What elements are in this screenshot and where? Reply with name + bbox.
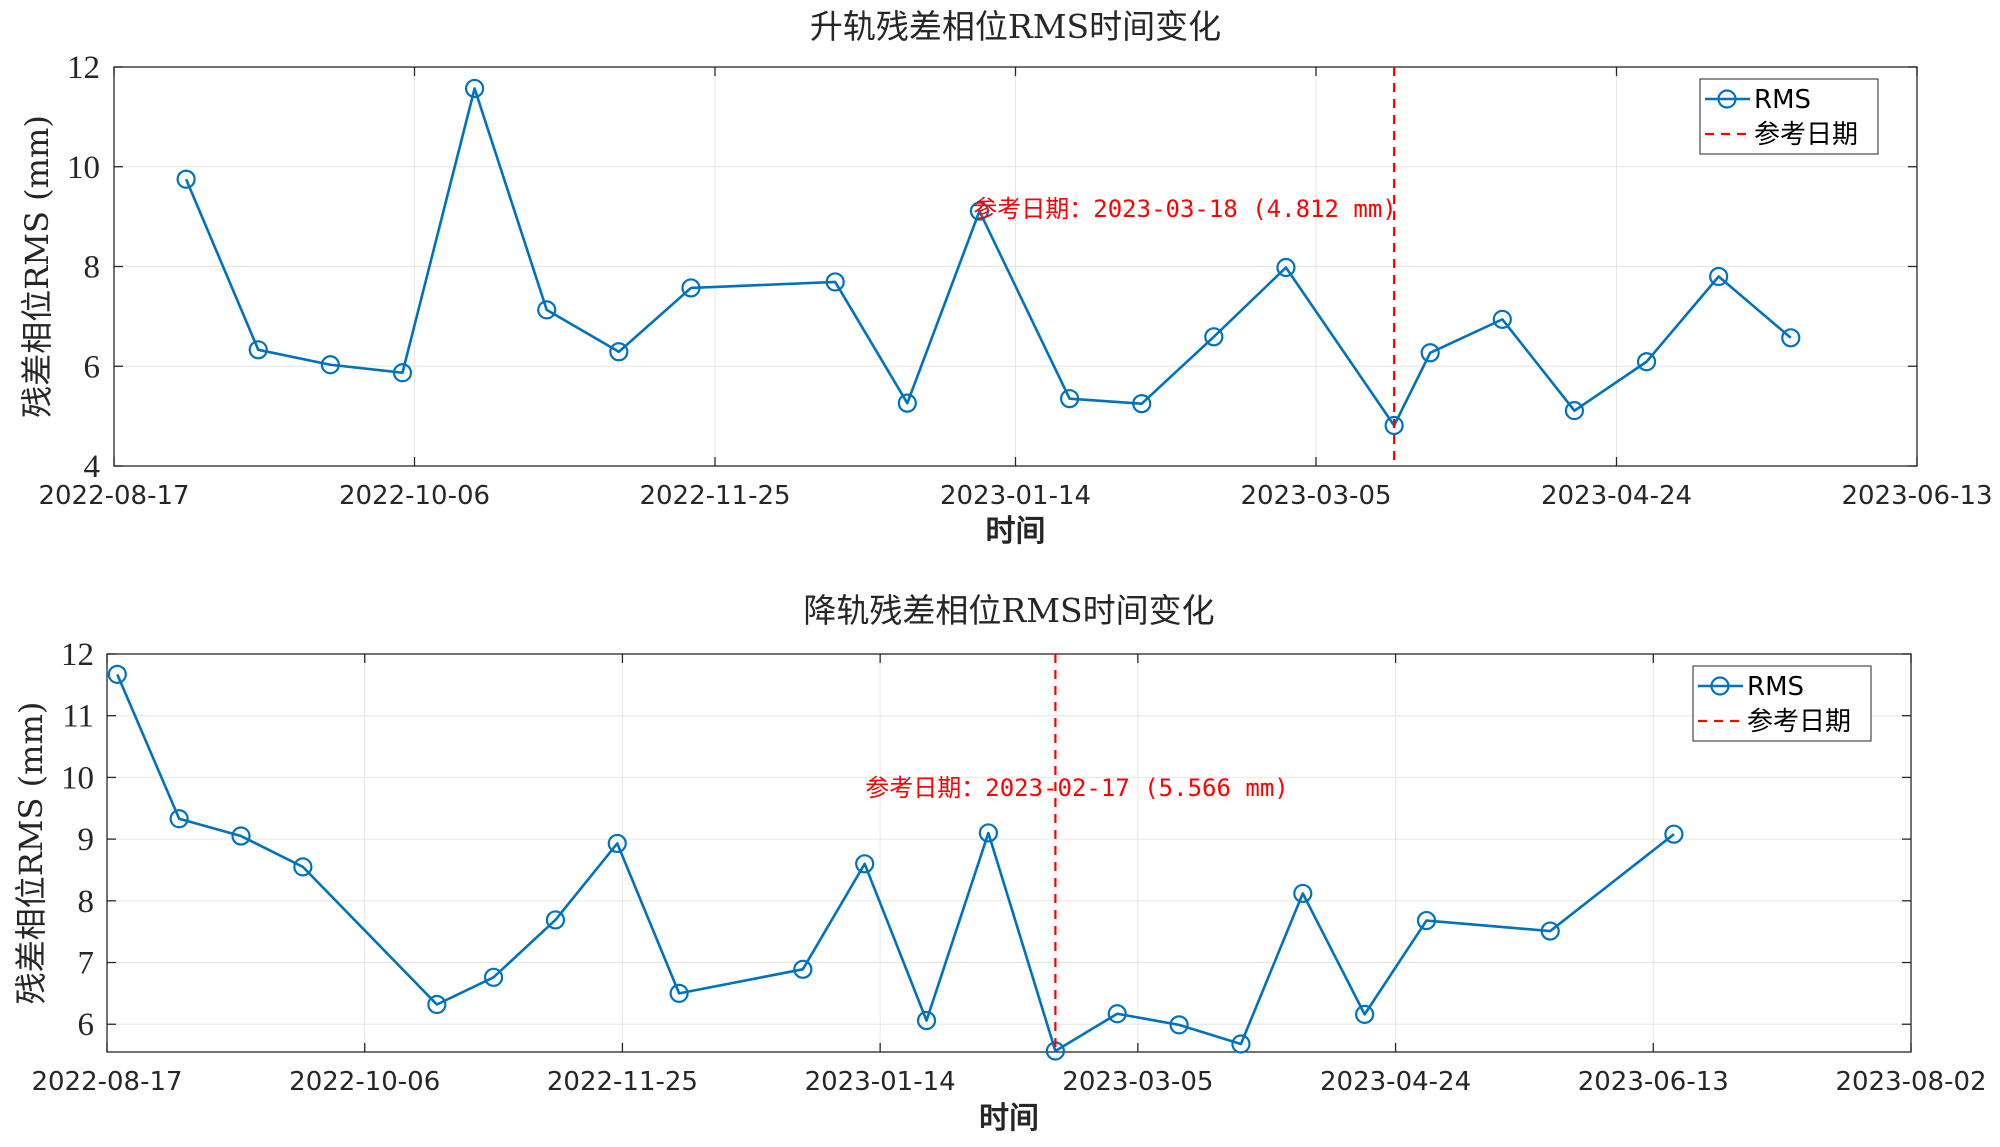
- x-tick-label: 2022-08-17: [31, 1067, 182, 1097]
- y-tick-label: 9: [78, 822, 95, 858]
- data-point: [392, 363, 413, 383]
- data-point: [107, 664, 127, 684]
- series-line: [116, 673, 1675, 1053]
- data-point: [248, 340, 268, 360]
- x-tick-label: 2023-08-02: [1835, 1067, 1986, 1097]
- data-point: [320, 355, 340, 375]
- y-tick-label: 6: [78, 1007, 95, 1043]
- y-tick-label: 10: [67, 150, 100, 186]
- legend-reference-label: 参考日期: [1754, 120, 1858, 150]
- data-point: [1355, 1004, 1375, 1024]
- data-point: [1384, 415, 1404, 436]
- y-axis-label: 残差相位RMS (mm): [12, 702, 50, 1005]
- data-point: [1169, 1015, 1189, 1035]
- data-point: [231, 826, 251, 846]
- chart-title: 降轨残差相位RMS时间变化: [803, 591, 1214, 630]
- data-point: [1132, 394, 1152, 414]
- x-tick-label: 2022-11-25: [639, 481, 790, 511]
- chart-ascending: 2022-08-17 2022-10-06 2022-11-25 2023-01-14…: [18, 7, 1993, 549]
- x-tick-label: 2023-01-14: [940, 481, 1091, 511]
- x-tick-label: 2022-10-06: [289, 1067, 440, 1097]
- data-point: [293, 857, 313, 877]
- data-point: [1231, 1034, 1251, 1054]
- data-point: [916, 1010, 937, 1031]
- reference-annotation: 参考日期：2023-02-17 (5.566 mm): [865, 774, 1288, 802]
- data-point: [1276, 257, 1296, 278]
- data-point: [1293, 883, 1313, 904]
- data-point: [681, 278, 701, 298]
- x-axis-label: 时间: [979, 1101, 1039, 1136]
- legend-reference-label: 参考日期: [1747, 707, 1851, 737]
- data-point: [1416, 910, 1437, 931]
- plot-area: [107, 654, 1911, 1052]
- y-tick-label: 10: [61, 760, 94, 796]
- data-point: [669, 983, 689, 1003]
- y-tick-label: 6: [84, 349, 101, 385]
- legend-series-marker: [1710, 676, 1730, 696]
- y-tick-label: 7: [78, 946, 95, 982]
- x-tick-label: 2023-04-24: [1320, 1067, 1471, 1097]
- data-point: [427, 994, 447, 1015]
- x-tick-label: 2023-06-13: [1841, 481, 1992, 511]
- axes-box: [106, 653, 1912, 1053]
- data-point: [1540, 921, 1560, 941]
- x-tick-label: 2022-08-17: [38, 481, 189, 511]
- data-point: [1709, 266, 1729, 287]
- data-point: [1564, 401, 1585, 421]
- data-point: [1204, 327, 1224, 347]
- data-point: [483, 967, 504, 987]
- x-tick-label: 2023-04-24: [1541, 481, 1692, 511]
- data-point: [1781, 328, 1801, 348]
- y-tick-label: 11: [62, 699, 94, 735]
- data-point: [609, 342, 629, 362]
- data-point: [545, 910, 566, 930]
- data-point: [1664, 824, 1684, 844]
- data-point: [169, 809, 189, 829]
- data-point: [978, 823, 998, 843]
- legend-series-label: RMS: [1754, 85, 1811, 115]
- chart-descending: 2022-08-17 2022-10-06 2022-11-25 2023-01-14…: [12, 591, 1987, 1136]
- data-point: [1059, 389, 1080, 409]
- reference-annotation: 参考日期：2023-03-18 (4.812 mm): [973, 195, 1396, 223]
- data-point: [897, 393, 917, 413]
- y-tick-label: 8: [78, 884, 95, 920]
- chart-title: 升轨残差相位RMS时间变化: [810, 7, 1221, 46]
- data-point: [855, 854, 875, 874]
- data-point: [1107, 1004, 1127, 1024]
- x-tick-label: 2023-03-05: [1062, 1067, 1213, 1097]
- y-tick-label: 8: [84, 250, 101, 286]
- data-point: [1420, 343, 1440, 363]
- data-point: [465, 78, 485, 99]
- x-tick-label: 2023-01-14: [805, 1067, 956, 1097]
- data-point: [793, 959, 813, 979]
- data-point: [1636, 352, 1657, 372]
- data-point: [825, 272, 845, 292]
- x-axis-label: 时间: [986, 514, 1046, 549]
- series-line: [184, 87, 1792, 427]
- data-point: [176, 169, 196, 189]
- legend-series-marker: [1717, 89, 1737, 109]
- y-tick-label: 12: [61, 637, 94, 673]
- y-tick-label: 4: [84, 449, 101, 485]
- data-point: [607, 833, 627, 854]
- x-tick-label: 2023-03-05: [1240, 481, 1391, 511]
- data-point: [537, 300, 557, 320]
- x-tick-label: 2022-11-25: [547, 1067, 698, 1097]
- legend-series-label: RMS: [1747, 672, 1804, 702]
- data-point: [1492, 309, 1512, 329]
- y-axis-label: 残差相位RMS (mm): [18, 115, 56, 418]
- data-point: [969, 201, 990, 221]
- x-tick-label: 2022-10-06: [339, 481, 490, 511]
- x-tick-label: 2023-06-13: [1578, 1067, 1729, 1097]
- y-tick-label: 12: [67, 50, 100, 86]
